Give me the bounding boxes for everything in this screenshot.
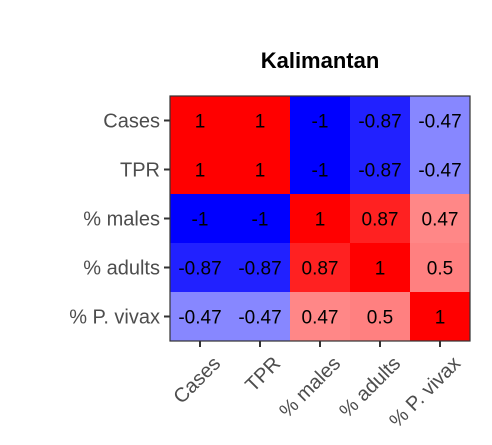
heatmap-cell-r2-c4 — [410, 194, 470, 243]
heatmap-cell-r3-c1 — [230, 243, 290, 292]
heatmap-cell-r1-c1 — [230, 145, 290, 194]
heatmap-cell-r0-c1 — [230, 96, 290, 145]
y-tick-label: % P. vivax — [69, 307, 160, 329]
heatmap-cell-r2-c3 — [350, 194, 410, 243]
heatmap-cell-r4-c4 — [410, 292, 470, 341]
cell-value-label-r3-c1: -0.87 — [238, 259, 281, 280]
cell-value-label-r4-c2: 0.47 — [302, 308, 339, 329]
heatmap-cell-r3-c2 — [290, 243, 350, 292]
heatmap-cell-r2-c0 — [170, 194, 230, 243]
cell-value-label-r0-c4: -0.47 — [418, 112, 461, 133]
x-tick-label: % males — [275, 353, 345, 423]
heatmap-cell-r4-c2 — [290, 292, 350, 341]
cell-value-label-r2-c1: -1 — [252, 210, 269, 231]
cell-value-label-r3-c2: 0.87 — [302, 259, 339, 280]
cell-value-label-r0-c2: -1 — [312, 112, 329, 133]
heatmap-cell-r4-c0 — [170, 292, 230, 341]
cell-value-label-r0-c3: -0.87 — [358, 112, 401, 133]
cell-value-label-r4-c3: 0.5 — [367, 308, 393, 329]
x-axis: Cases TPR% males% adults% P. vivax — [169, 341, 465, 432]
heatmap-cell-r3-c4 — [410, 243, 470, 292]
heatmap-cell-r0-c3 — [350, 96, 410, 145]
heatmap-cell-r2-c1 — [230, 194, 290, 243]
heatmap-cell-r1-c0 — [170, 145, 230, 194]
cell-value-label-r4-c4: 1 — [435, 308, 446, 329]
cell-value-label-r3-c3: 1 — [375, 259, 386, 280]
heatmap-cell-r1-c4 — [410, 145, 470, 194]
cell-value-label-r2-c2: 1 — [315, 210, 326, 231]
y-tick-label: Cases — [103, 111, 160, 133]
heatmap-cell-r0-c2 — [290, 96, 350, 145]
y-tick-label: % males — [83, 209, 160, 231]
x-tick-label: Cases — [169, 353, 225, 409]
heatmap-cell-r2-c2 — [290, 194, 350, 243]
cell-value-label-r1-c2: -1 — [312, 161, 329, 182]
heatmap-cell-r4-c3 — [350, 292, 410, 341]
heatmap-cell-r3-c3 — [350, 243, 410, 292]
heatmap-cell-r0-c4 — [410, 96, 470, 145]
cell-value-label-r1-c0: 1 — [195, 161, 206, 182]
heatmap-cell-r3-c0 — [170, 243, 230, 292]
cell-value-label-r4-c1: -0.47 — [238, 308, 281, 329]
y-tick-label: TPR — [120, 160, 160, 182]
cell-value-label-r4-c0: -0.47 — [178, 308, 221, 329]
cell-value-label-r1-c4: -0.47 — [418, 161, 461, 182]
cell-value-label-r1-c3: -0.87 — [358, 161, 401, 182]
cell-value-label-r2-c4: 0.47 — [422, 210, 459, 231]
heatmap-cell-r1-c3 — [350, 145, 410, 194]
chart-title: Kalimantan — [261, 48, 380, 73]
cell-value-label-r0-c0: 1 — [195, 112, 206, 133]
y-tick-label: % adults — [83, 258, 160, 280]
heatmap-cells — [170, 96, 470, 341]
cell-value-label-r3-c4: 0.5 — [427, 259, 453, 280]
cell-value-label-r1-c1: 1 — [255, 161, 266, 182]
cell-value-label-r0-c1: 1 — [255, 112, 266, 133]
cell-value-label-r2-c3: 0.87 — [362, 210, 399, 231]
y-axis: Cases TPR % males % adults % P. vivax — [69, 111, 170, 329]
heatmap-cell-labels: 1 1 -1 -0.87 -0.47 1 1 -1 -0.87 -0.47 -1 -1 1 0.87 0.4… — [178, 112, 461, 329]
heatmap-cell-r0-c0 — [170, 96, 230, 145]
heatmap-cell-r1-c2 — [290, 145, 350, 194]
x-tick-label: TPR — [241, 353, 285, 397]
cell-value-label-r3-c0: -0.87 — [178, 259, 221, 280]
cell-value-label-r2-c0: -1 — [192, 210, 209, 231]
heatmap-cell-r4-c1 — [230, 292, 290, 341]
